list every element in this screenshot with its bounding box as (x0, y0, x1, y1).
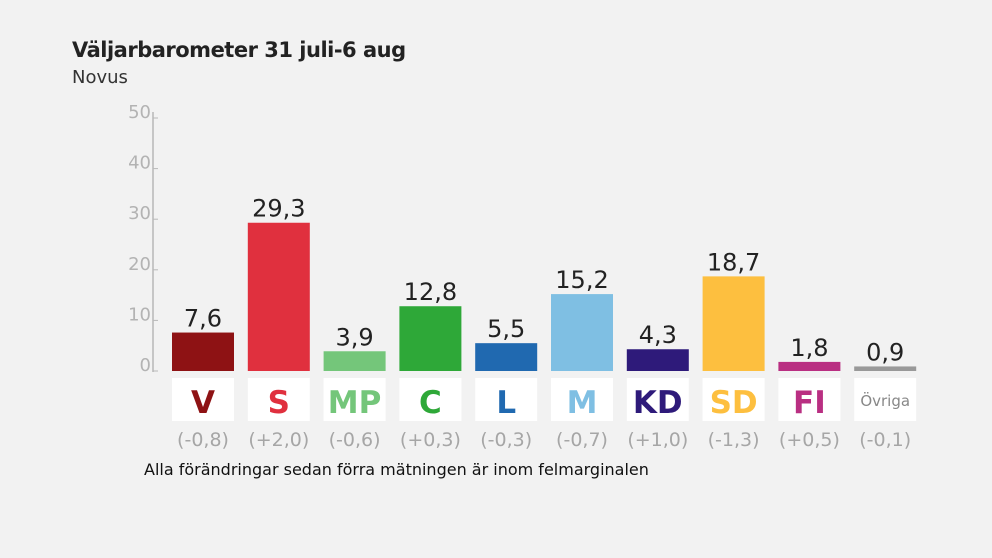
change-label: (+0,3) (400, 429, 461, 451)
value-label: 29,3 (252, 195, 305, 223)
bar-l (475, 343, 538, 371)
bar-c (399, 306, 462, 371)
change-label: (+1,0) (627, 429, 688, 451)
party-label-box (247, 378, 310, 421)
value-label: 12,8 (404, 278, 457, 306)
footnote: Alla förändringar sedan förra mätningen … (144, 460, 649, 479)
chart-title: Väljarbarometer 31 juli-6 aug (72, 38, 406, 62)
value-label: 18,7 (707, 248, 760, 276)
party-label-box (854, 378, 917, 421)
party-label-box (551, 378, 613, 421)
bar-övriga (854, 366, 917, 371)
change-label: (+2,0) (248, 429, 309, 451)
change-label: (-0,6) (329, 429, 381, 451)
party-label-box (702, 378, 765, 421)
change-label: (-0,7) (556, 429, 608, 451)
change-label: (-1,3) (708, 429, 760, 451)
party-label-box (626, 378, 689, 421)
party-label: M (567, 385, 598, 421)
party-label-box (172, 378, 234, 421)
change-label: (+0,5) (779, 429, 840, 451)
value-label: 4,3 (639, 321, 677, 349)
value-label: 7,6 (184, 305, 222, 333)
value-label: 3,9 (336, 323, 374, 351)
party-label: MP (328, 385, 382, 421)
party-label-box (475, 378, 538, 421)
party-label: L (496, 385, 516, 421)
bar-s (247, 222, 310, 371)
bar-fi (778, 361, 841, 371)
y-tick-label: 30 (128, 203, 151, 224)
bar-kd (626, 349, 689, 371)
party-label-box (778, 378, 841, 421)
bar-sd (702, 276, 765, 371)
party-label: Övriga (860, 391, 910, 410)
y-tick-label: 40 (128, 153, 151, 174)
value-label: 15,2 (555, 266, 608, 294)
party-label-box (399, 378, 462, 421)
value-label: 5,5 (487, 315, 525, 343)
y-tick-label: 0 (140, 355, 151, 376)
party-label: FI (793, 385, 826, 421)
chart-subtitle: Novus (72, 67, 128, 88)
value-label: 0,9 (866, 338, 904, 366)
y-tick-label: 20 (128, 254, 151, 275)
y-tick-label: 10 (128, 304, 151, 325)
bar-m (551, 294, 613, 371)
change-label: (-0,1) (859, 429, 911, 451)
party-label: V (191, 385, 215, 421)
value-label: 1,8 (790, 334, 828, 362)
party-label: C (419, 385, 442, 421)
party-label: KD (633, 385, 683, 421)
change-label: (-0,8) (177, 429, 229, 451)
party-label: S (268, 385, 290, 421)
party-label: SD (710, 385, 758, 421)
bar-v (172, 332, 234, 371)
y-tick-label: 50 (128, 102, 151, 123)
party-label-box (323, 378, 386, 421)
bar-mp (323, 351, 386, 371)
change-label: (-0,3) (480, 429, 532, 451)
